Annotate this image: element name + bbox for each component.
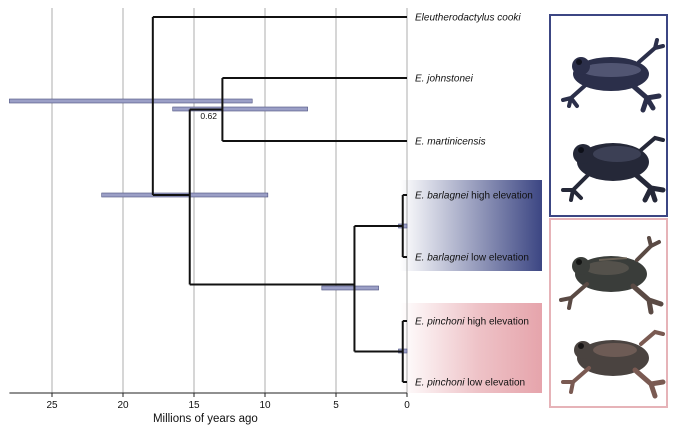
tip-labels: Eleutherodactylus cooki E. johnstonei E. m… bbox=[415, 13, 533, 389]
population-label: high elevation bbox=[464, 317, 529, 328]
ci-bar-johnstonei-martinicensis bbox=[172, 106, 308, 112]
tip-label-barlagnei_high: E. barlagnei high elevation bbox=[415, 191, 533, 202]
x-tick-label: 0 bbox=[404, 400, 410, 411]
node-support-labels: 0.62 bbox=[200, 111, 217, 121]
tip-label-barlagnei_low: E. barlagnei low elevation bbox=[415, 253, 529, 264]
tip-label-cooki: Eleutherodactylus cooki bbox=[415, 13, 521, 24]
barlagnei-shading-band bbox=[400, 180, 542, 271]
node-support-johnstonei-martinicensis: 0.62 bbox=[200, 111, 217, 121]
species-name: E. barlagnei bbox=[415, 253, 469, 264]
johnstonei-martinicensis-photo-panel bbox=[549, 14, 668, 217]
species-name: E. barlagnei bbox=[415, 191, 469, 202]
tip-label-martinicensis: E. martinicensis bbox=[415, 137, 486, 148]
species-name: E. johnstonei bbox=[415, 74, 474, 85]
ci-bar-barlagnei-pinchoni-split bbox=[321, 285, 379, 291]
x-axis-label: Millions of years ago bbox=[153, 413, 258, 425]
frog-icon bbox=[559, 236, 666, 399]
tip-label-pinchoni_high: E. pinchoni high elevation bbox=[415, 317, 529, 328]
tip-label-johnstonei: E. johnstonei bbox=[415, 74, 474, 85]
tip-label-pinchoni_low: E. pinchoni low elevation bbox=[415, 378, 525, 389]
tree-branches bbox=[151, 16, 407, 383]
x-tick-label: 20 bbox=[117, 400, 129, 411]
population-label: high elevation bbox=[468, 191, 533, 202]
barlagnei-pinchoni-photo-panel bbox=[549, 218, 668, 408]
x-tick-label: 5 bbox=[333, 400, 339, 411]
time-axis: 25 20 15 10 5 0 Millions of years ago bbox=[9, 392, 410, 425]
ci-bar-root bbox=[9, 98, 253, 104]
population-label: low elevation bbox=[468, 253, 529, 264]
confidence-interval-bars bbox=[9, 98, 408, 354]
species-name: E. pinchoni bbox=[415, 378, 465, 389]
population-label: low elevation bbox=[464, 378, 525, 389]
grid-lines bbox=[51, 8, 408, 393]
pinchoni-shading-band bbox=[400, 303, 542, 393]
x-tick-label: 25 bbox=[46, 400, 58, 411]
frog-icon bbox=[561, 38, 666, 203]
x-tick-label: 15 bbox=[188, 400, 200, 411]
species-name: Eleutherodactylus cooki bbox=[415, 13, 521, 24]
x-tick-label: 10 bbox=[259, 400, 271, 411]
species-name: E. martinicensis bbox=[415, 137, 486, 148]
species-name: E. pinchoni bbox=[415, 317, 465, 328]
